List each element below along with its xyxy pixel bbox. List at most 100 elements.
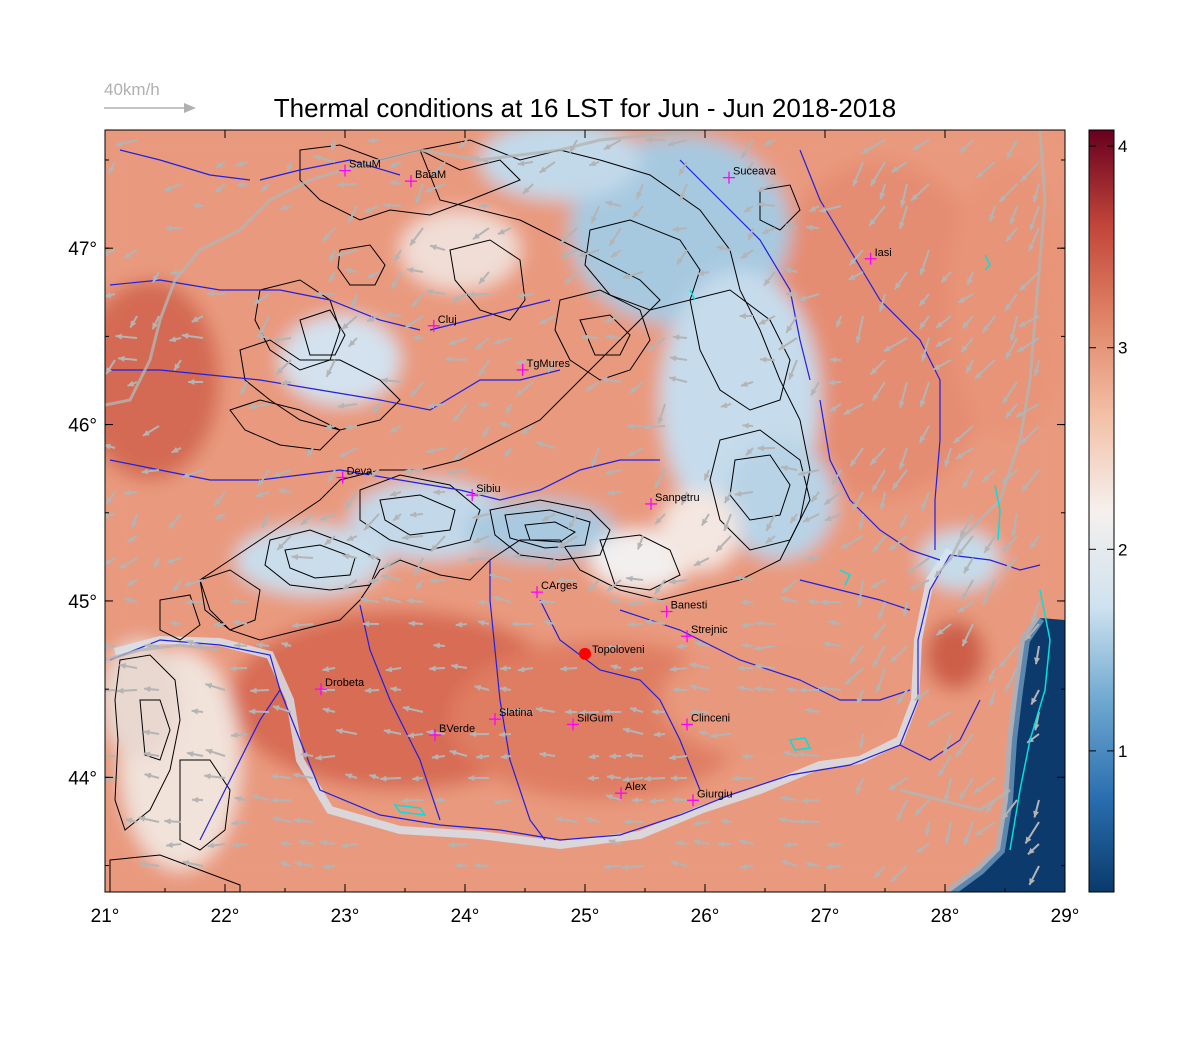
wind-arrow [740, 599, 754, 606]
wind-arrow [590, 205, 600, 224]
wind-arrow [694, 641, 710, 648]
wind-arrow [899, 205, 908, 230]
wind-arrow [889, 645, 908, 663]
frame-ticks [104, 130, 1066, 892]
wind-arrow [1004, 557, 1018, 571]
wind-arrow [451, 293, 468, 302]
wind-arrow [806, 555, 820, 562]
wind-arrow [689, 684, 710, 691]
wind-arrow [701, 513, 710, 527]
wind-arrow [805, 861, 820, 868]
wind-arrow [117, 687, 138, 694]
wind-arrow [667, 139, 688, 147]
wind-arrow [624, 818, 644, 825]
wind-arrow [1027, 227, 1040, 252]
wind-arrow [847, 271, 864, 281]
wind-arrow [164, 183, 182, 192]
wind-arrow [1019, 161, 1040, 182]
wind-arrow [734, 490, 754, 497]
wind-arrow [489, 573, 512, 581]
wind-arrow [899, 513, 908, 529]
wind-arrow [522, 183, 534, 195]
wind-arrow [605, 794, 622, 801]
wind-arrow [427, 402, 446, 409]
wind-arrow [797, 751, 820, 758]
wind-arrow [636, 535, 644, 550]
wind-arrow [345, 423, 358, 430]
wind-arrow [827, 841, 842, 848]
wind-arrow [716, 245, 732, 252]
lon-tick-label: 26° [691, 906, 720, 927]
wind-arrow [561, 249, 578, 259]
wind-reference-arrow-icon [104, 103, 196, 113]
wind-arrow [786, 290, 798, 298]
wind-arrow [647, 337, 666, 352]
wind-arrow [585, 381, 600, 392]
wind-arrow [294, 860, 314, 867]
city-marker: Banesti [660, 600, 708, 618]
wind-arrow [848, 249, 864, 267]
wind-arrow [272, 816, 292, 823]
wind-arrow [511, 620, 534, 628]
wind-arrow [207, 290, 226, 297]
wind-arrow [778, 337, 798, 351]
wind-arrow [271, 773, 292, 780]
lat-tick-label: 44° [68, 768, 97, 789]
wind-arrow [119, 663, 138, 670]
city-marker: BVerde [429, 723, 475, 742]
wind-arrow [670, 775, 688, 782]
wind-arrow [935, 623, 952, 636]
wind-arrow [961, 579, 974, 601]
wind-arrow [907, 557, 930, 574]
wind-arrow [829, 403, 842, 413]
wind-arrow [965, 359, 974, 374]
wind-arrow [565, 708, 578, 716]
wind-arrow [605, 200, 622, 207]
wind-arrow [468, 775, 490, 782]
map-panel: SatuM BaiaM Suceava Iasi Cluj TgMures Deva Sibi… [105, 130, 1065, 892]
wind-arrow [843, 403, 864, 416]
wind-arrow [430, 577, 446, 584]
wind-arrow [319, 839, 336, 846]
wind-arrow [125, 817, 138, 824]
city-label: Strejnic [691, 624, 728, 636]
wind-arrow [871, 469, 886, 493]
wind-arrow [697, 269, 710, 276]
wind-arrow [1005, 227, 1018, 243]
wind-arrow [292, 622, 314, 629]
city-label: CArges [541, 580, 578, 592]
wind-arrow [448, 841, 468, 848]
wind-arrow [118, 557, 138, 570]
wind-arrow [426, 729, 446, 736]
wind-arrow [231, 731, 248, 739]
wind-arrow [678, 161, 688, 176]
wind-arrow [670, 860, 688, 867]
wind-arrow [797, 469, 820, 477]
city-label: Suceava [733, 166, 777, 178]
wind-arrow [984, 799, 996, 814]
wind-arrow [341, 579, 358, 591]
wind-arrow [275, 359, 292, 376]
city-label: Banesti [671, 600, 708, 612]
wind-arrow [961, 623, 974, 647]
wind-arrow [588, 160, 600, 167]
wind-arrow [819, 685, 842, 692]
wind-arrow [239, 381, 248, 396]
wind-arrow [780, 465, 798, 472]
city-label: Clinceni [691, 712, 730, 724]
wind-arrow [1004, 667, 1018, 692]
wind-arrow [781, 579, 798, 594]
wind-arrow [579, 709, 600, 716]
wind-arrow [989, 205, 996, 222]
wind-arrow [645, 619, 666, 626]
wind-arrow [567, 513, 578, 530]
wind-arrow [186, 751, 204, 758]
wind-arrow [447, 469, 468, 476]
wind-arrow [389, 179, 402, 186]
wind-arrow [591, 447, 600, 467]
wind-arrow [141, 468, 160, 475]
topoloveni-station-label: Topoloveni [592, 644, 645, 656]
wind-arrow [861, 139, 886, 154]
wind-arrow [233, 642, 248, 649]
city-marker: BaiaM [405, 169, 446, 188]
